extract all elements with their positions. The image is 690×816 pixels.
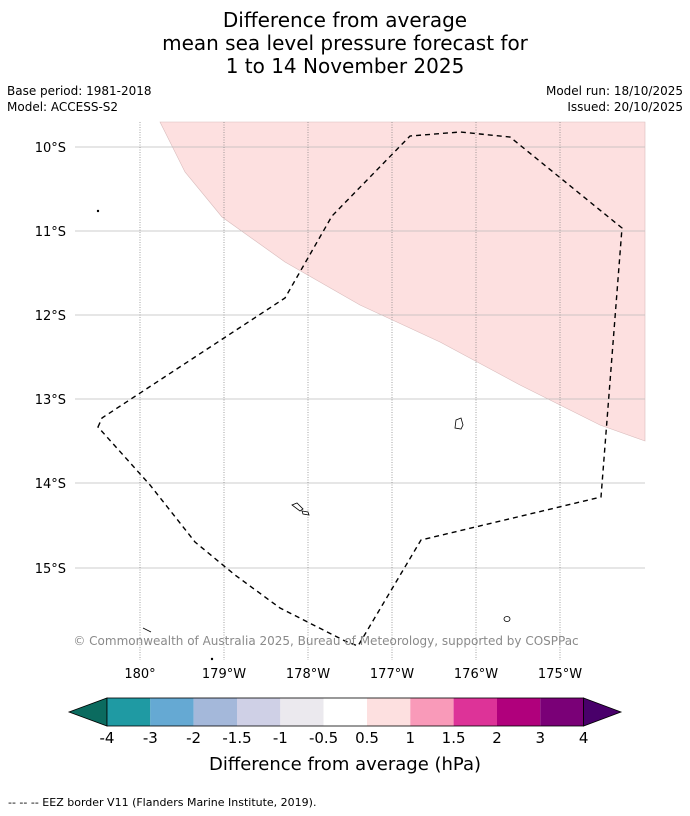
lat-label: 12°S xyxy=(35,309,66,324)
colorbar-tick: 3 xyxy=(536,729,546,747)
island-outline xyxy=(210,657,214,661)
colorbar-segment xyxy=(107,698,151,726)
lon-label: 180° xyxy=(124,667,155,682)
lon-label: 178°W xyxy=(286,667,330,682)
colorbar-segment xyxy=(367,698,411,726)
colorbar-title: Difference from average (hPa) xyxy=(209,754,481,775)
colorbar-tick: -4 xyxy=(100,729,115,747)
lon-label: 175°W xyxy=(538,667,582,682)
colorbar-tick: 1.5 xyxy=(442,729,466,747)
lat-label: 15°S xyxy=(35,562,66,577)
island-outline xyxy=(291,502,304,512)
colorbar-segment xyxy=(280,698,324,726)
colorbar-max-arrow xyxy=(583,697,623,727)
map-panel: 10°S 11°S 12°S 13°S 14°S 15°S 180° 179°W… xyxy=(35,121,646,682)
title-line-1: Difference from average xyxy=(222,8,468,32)
islands xyxy=(96,209,511,661)
colorbar-segment xyxy=(323,698,367,726)
eez-border xyxy=(97,131,623,647)
lat-label: 10°S xyxy=(35,141,66,156)
colorbar-tick: -1 xyxy=(273,729,288,747)
colorbar-segment xyxy=(497,698,541,726)
title-line-3: 1 to 14 November 2025 xyxy=(225,54,465,78)
lon-label: 179°W xyxy=(202,667,246,682)
island-outline xyxy=(503,616,511,622)
colorbar-tick: 1 xyxy=(406,729,416,747)
base-period: Base period: 1981-2018 xyxy=(7,84,152,98)
colorbar-tick: 2 xyxy=(492,729,502,747)
lon-labels: 180° 179°W 178°W 177°W 176°W 175°W xyxy=(124,667,582,682)
title-line-2: mean sea level pressure forecast for xyxy=(162,31,528,55)
lat-gridlines xyxy=(75,146,645,569)
lat-label: 11°S xyxy=(35,225,66,240)
colorbar-segment xyxy=(193,698,237,726)
colorbar-segment xyxy=(453,698,497,726)
colorbar-tick: 0.5 xyxy=(355,729,379,747)
colorbar-segment xyxy=(150,698,194,726)
colorbar-tick: -0.5 xyxy=(309,729,338,747)
colorbar-frame xyxy=(106,697,585,727)
lat-labels: 10°S 11°S 12°S 13°S 14°S 15°S xyxy=(35,141,66,577)
colorbar-tick: -3 xyxy=(143,729,158,747)
eez-footnote: -- -- -- EEZ border V11 (Flanders Marine… xyxy=(8,796,317,809)
lon-gridlines xyxy=(139,122,561,660)
anomaly-region xyxy=(159,121,646,442)
lat-label: 13°S xyxy=(35,393,66,408)
lat-label: 14°S xyxy=(35,477,66,492)
colorbar: -4 -3 -2 -1.5 -1 -0.5 0.5 1 1.5 2 3 4 Di… xyxy=(67,697,623,775)
lon-label: 176°W xyxy=(454,667,498,682)
lon-label: 177°W xyxy=(370,667,414,682)
colorbar-tick: -1.5 xyxy=(222,729,251,747)
island-outline xyxy=(96,209,100,213)
issued-date: Issued: 20/10/2025 xyxy=(567,100,683,114)
copyright-notice: © Commonwealth of Australia 2025, Bureau… xyxy=(73,634,578,648)
island-outline xyxy=(301,510,310,516)
model-name: Model: ACCESS-S2 xyxy=(7,100,119,114)
colorbar-tick: -2 xyxy=(186,729,201,747)
model-run: Model run: 18/10/2025 xyxy=(545,84,683,98)
island-outline xyxy=(142,627,152,633)
colorbar-ticks: -4 -3 -2 -1.5 -1 -0.5 0.5 1 1.5 2 3 4 xyxy=(100,729,589,747)
island-outline xyxy=(454,417,464,430)
colorbar-segment xyxy=(540,698,584,726)
colorbar-tick: 4 xyxy=(579,729,589,747)
colorbar-segment xyxy=(410,698,454,726)
colorbar-min-arrow xyxy=(67,697,108,727)
colorbar-segment xyxy=(237,698,281,726)
